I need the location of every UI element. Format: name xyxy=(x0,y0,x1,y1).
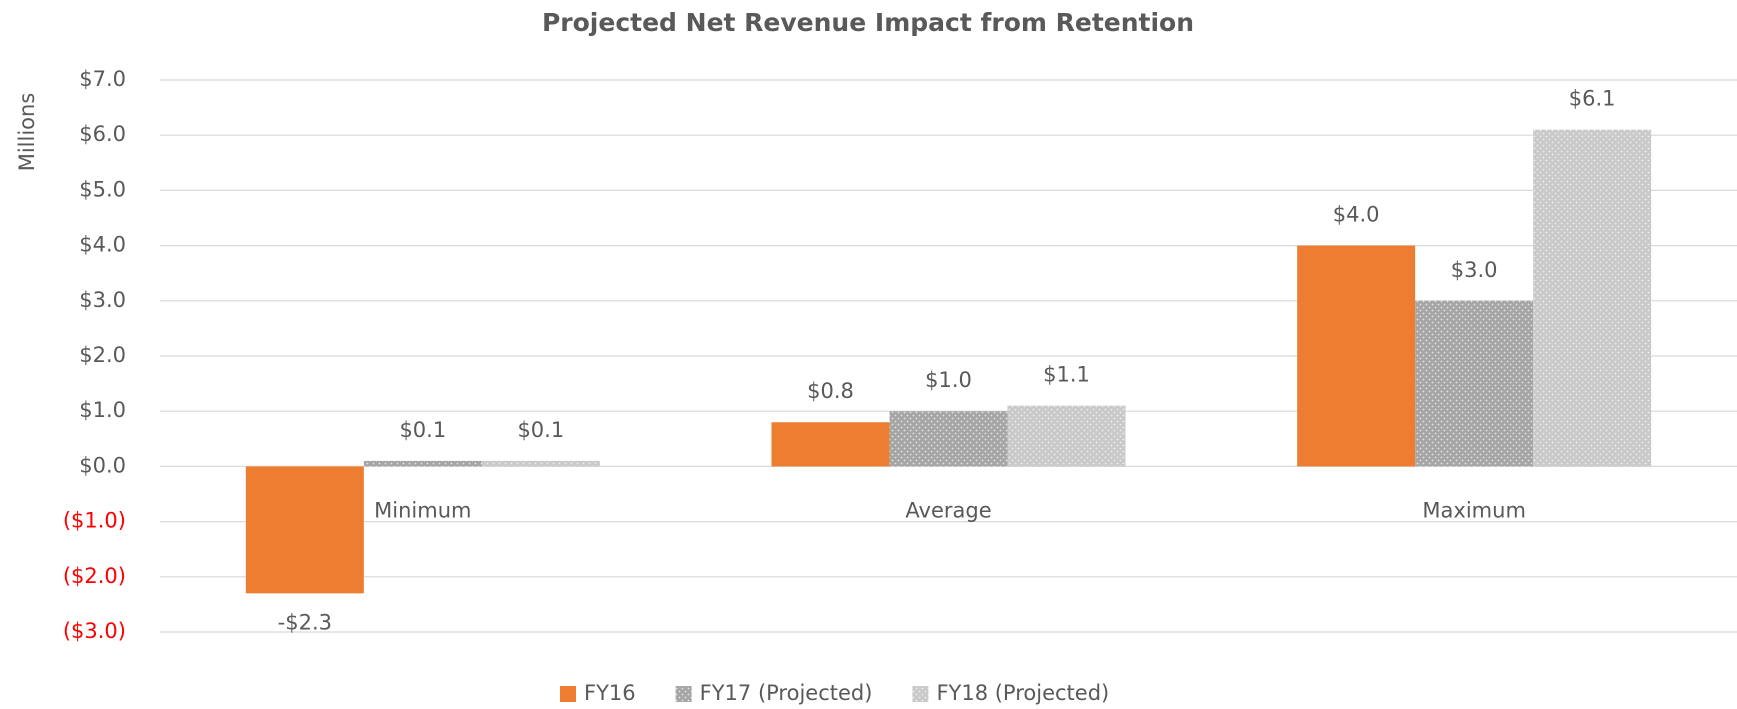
data-label: $0.1 xyxy=(517,418,564,442)
data-label: $3.0 xyxy=(1451,258,1498,282)
y-tick-label: $7.0 xyxy=(79,67,126,91)
x-tick-label: Maximum xyxy=(1422,498,1525,522)
bar xyxy=(1297,245,1416,467)
data-label: $0.8 xyxy=(807,379,854,403)
legend-swatch xyxy=(912,686,929,702)
y-axis-label: Millions xyxy=(15,93,39,172)
y-tick-label: $3.0 xyxy=(79,288,126,312)
legend-label: FY18 (Projected) xyxy=(936,681,1109,705)
data-label: $6.1 xyxy=(1569,87,1616,111)
data-label: $4.0 xyxy=(1333,203,1380,227)
legend-swatch xyxy=(560,686,576,702)
data-label: $1.1 xyxy=(1043,363,1090,387)
y-tick-label: ($2.0) xyxy=(63,564,126,588)
legend-label: FY17 (Projected) xyxy=(700,681,873,705)
y-tick-label: $6.0 xyxy=(79,122,126,146)
bar xyxy=(1415,300,1534,467)
x-tick-label: Average xyxy=(905,498,991,522)
legend-swatch xyxy=(675,686,692,702)
y-tick-label: $0.0 xyxy=(79,453,126,477)
bar xyxy=(1533,129,1652,467)
data-label: -$2.3 xyxy=(278,610,332,634)
bar xyxy=(363,460,482,467)
data-label: $1.0 xyxy=(925,368,972,392)
bar xyxy=(245,466,364,594)
y-tick-label: $2.0 xyxy=(79,343,126,367)
data-label: $0.1 xyxy=(399,418,446,442)
y-tick-label: $5.0 xyxy=(79,177,126,201)
y-tick-label: ($3.0) xyxy=(63,619,126,643)
bar xyxy=(481,460,600,467)
bar xyxy=(889,411,1008,467)
legend-label: FY16 xyxy=(584,681,636,705)
x-tick-label: Minimum xyxy=(374,498,471,522)
y-tick-label: $4.0 xyxy=(79,233,126,257)
y-tick-label: $1.0 xyxy=(79,398,126,422)
chart-title: Projected Net Revenue Impact from Retent… xyxy=(542,8,1194,37)
bar xyxy=(1007,405,1126,467)
y-tick-label: ($1.0) xyxy=(63,509,126,533)
bar xyxy=(771,422,890,467)
